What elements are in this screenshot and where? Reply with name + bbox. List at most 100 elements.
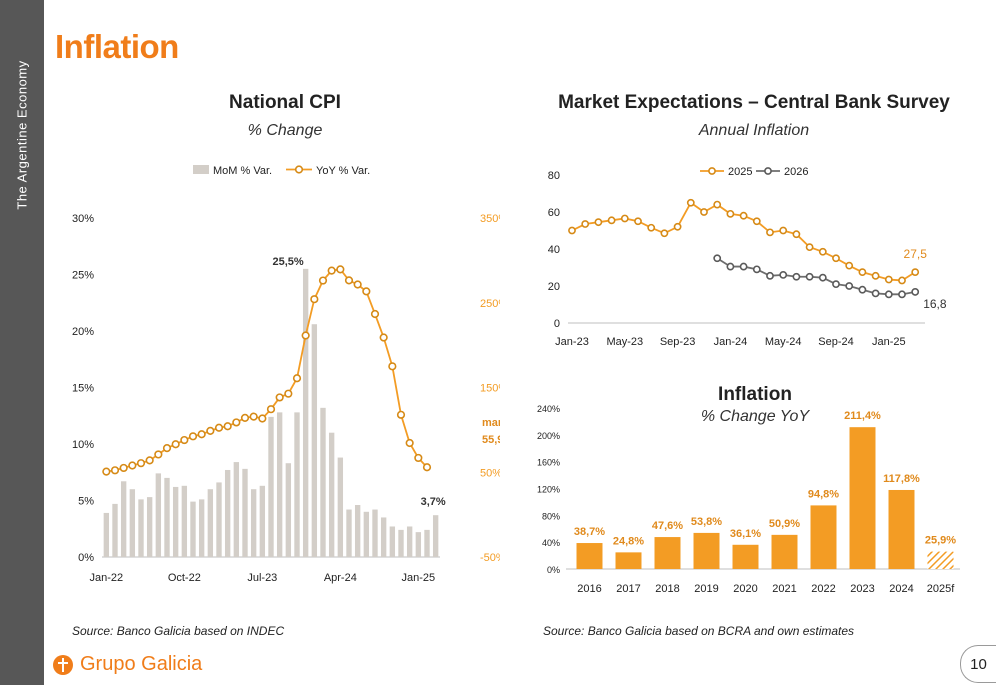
series-2025-point (713, 200, 722, 209)
y-left-tick-label: 10% (72, 439, 94, 451)
brand-name: Grupo Galicia (80, 653, 203, 675)
series-2025-point (779, 226, 788, 235)
mom-bar (328, 432, 335, 557)
legend-2025-marker (708, 167, 716, 175)
series-2026-point (898, 290, 906, 299)
bar-value-label: 24,8% (613, 535, 644, 547)
mom-bar (276, 412, 283, 557)
bar-value-label: 36,1% (730, 528, 761, 540)
year-bar (771, 534, 798, 569)
page-title: Inflation (55, 28, 179, 65)
y-tick-label: 60 (548, 207, 560, 219)
series-2025-point (726, 209, 735, 218)
year-bar (654, 537, 681, 569)
x-tick-label: Oct-22 (168, 572, 201, 584)
yoy-line (106, 268, 428, 473)
series-2025-point (620, 214, 629, 223)
series-2026-point (832, 280, 840, 289)
yoy-point (223, 422, 232, 431)
yoy-point (119, 463, 128, 473)
mom-bar (155, 473, 162, 557)
mom-bar (320, 407, 326, 557)
y-left-tick-label: 15% (72, 383, 94, 395)
x-tick-label: Jul-23 (247, 572, 277, 584)
series-2026-point (818, 273, 827, 282)
series-2026-point (884, 290, 893, 299)
mom-bar (268, 416, 274, 557)
mom-bar (207, 489, 214, 557)
x-tick-label: May-24 (765, 336, 802, 348)
y-tick-label: 40% (542, 538, 560, 548)
x-tick-label: 2022 (811, 583, 835, 595)
mom-bar (302, 268, 309, 557)
x-tick-label: Jan-25 (872, 336, 906, 348)
year-bar (693, 532, 720, 569)
mom-bar (406, 526, 413, 557)
series-2026-point (766, 271, 774, 280)
mom-bar (311, 324, 318, 557)
yoy-point (136, 459, 146, 468)
yoy-point (336, 265, 345, 274)
mom-bar (259, 485, 266, 557)
cpi-chart-title: National CPI (229, 92, 341, 113)
yoy-point (344, 276, 354, 285)
mom-bar (354, 505, 361, 557)
series-2025-last-label: 27,5 (904, 247, 928, 261)
yoy-point (102, 467, 111, 476)
x-tick-label: Jan-24 (714, 336, 748, 348)
series-2025-point (581, 220, 590, 228)
series-2025-point (739, 211, 748, 220)
series-2025-point (858, 268, 867, 277)
x-tick-label: Jan-25 (402, 572, 436, 584)
legend-2025-label: 2025 (728, 166, 752, 178)
y-left-tick-label: 20% (72, 326, 94, 338)
year-bar (810, 505, 837, 569)
bar-value-label: 38,7% (574, 526, 605, 538)
mom-bar (198, 499, 205, 557)
legend-yoy-label: YoY % Var. (316, 165, 370, 177)
series-2026-point (911, 288, 920, 296)
yoy-point (180, 435, 189, 445)
mom-bar (120, 481, 127, 557)
y-tick-label: 80% (542, 511, 560, 521)
x-tick-label: May-23 (606, 336, 643, 348)
mom-bar (363, 511, 370, 557)
yoy-point (414, 453, 423, 463)
y-tick-label: 0% (547, 565, 560, 575)
series-2026-point (858, 285, 867, 294)
yoy-point (362, 287, 371, 296)
series-2025-point (752, 217, 761, 226)
legend-yoy-marker (294, 165, 304, 174)
x-tick-label: 2024 (889, 583, 913, 595)
y-tick-label: 240% (537, 404, 560, 414)
series-2026-line (716, 257, 916, 296)
series-2025-point (911, 268, 920, 277)
series-2025-point (673, 222, 682, 231)
yoy-point (214, 423, 224, 432)
mom-bar (181, 485, 188, 557)
series-2025-point (845, 261, 854, 270)
y-left-tick-label: 30% (72, 213, 94, 225)
y-tick-label: 160% (537, 458, 560, 468)
series-2025-point (660, 229, 669, 238)
series-2026-point (845, 282, 854, 290)
legend-mom-label: MoM % Var. (213, 165, 272, 177)
y-tick-label: 80 (548, 170, 560, 182)
series-2025-point (898, 276, 906, 285)
yoy-point (353, 280, 362, 289)
mom-bar (337, 457, 344, 557)
series-2025-point (805, 243, 814, 252)
series-2026-point (726, 262, 735, 271)
y-right-tick-label: 350% (480, 213, 500, 225)
series-2025-point (792, 230, 801, 239)
yoy-point (232, 418, 241, 427)
mom-bar (285, 463, 292, 557)
year-bar (576, 543, 603, 569)
yoy-point (258, 414, 267, 423)
forecast-bar (927, 551, 954, 569)
galicia-cross-icon (53, 654, 73, 675)
y-tick-label: 40 (548, 244, 560, 256)
inflation-source-note: Source: Banco Galicia based on BCRA and … (543, 624, 855, 638)
mom-bar (424, 529, 430, 557)
yoy-point (396, 410, 406, 419)
